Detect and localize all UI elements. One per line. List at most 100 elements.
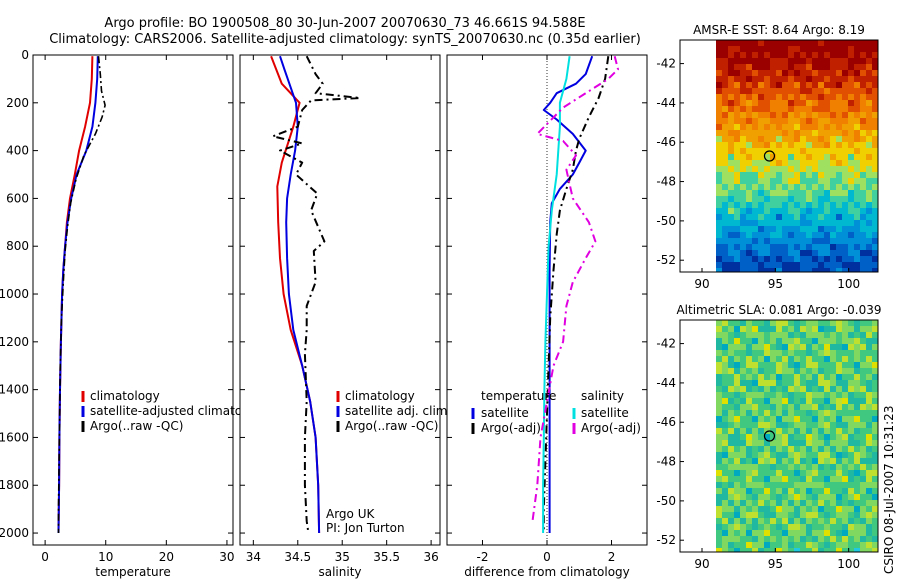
sla-cell — [746, 362, 752, 368]
sst-cell — [746, 166, 752, 172]
sst-cell — [770, 154, 776, 160]
sst-cell — [794, 94, 800, 100]
sst-cell — [824, 112, 830, 118]
sst-cell — [854, 88, 860, 94]
sla-cell — [770, 518, 776, 524]
sla-cell — [812, 422, 818, 428]
sst-cell — [836, 46, 842, 52]
sla-cell — [854, 464, 860, 470]
sst-cell — [740, 262, 746, 268]
sla-cell — [752, 386, 758, 392]
sla-cell — [860, 320, 866, 326]
sla-cell — [842, 404, 848, 410]
sla-cell — [830, 326, 836, 332]
sla-cell — [728, 338, 734, 344]
sla-cell — [842, 398, 848, 404]
sst-cell — [848, 172, 854, 178]
sst-cell — [740, 118, 746, 124]
sla-cell — [746, 530, 752, 536]
sla-cell — [716, 512, 722, 518]
sla-cell — [866, 422, 872, 428]
sst-cell — [824, 154, 830, 160]
sst-cell — [752, 88, 758, 94]
sst-cell — [722, 76, 728, 82]
sst-cell — [776, 190, 782, 196]
sla-cell — [818, 344, 824, 350]
sla-cell — [836, 542, 842, 548]
sst-cell — [818, 124, 824, 130]
sla-cell — [746, 464, 752, 470]
sla-cell — [716, 458, 722, 464]
sla-cell — [842, 410, 848, 416]
sst-cell — [854, 100, 860, 106]
sst-cell — [746, 208, 752, 214]
sla-cell — [860, 404, 866, 410]
sst-cell — [824, 52, 830, 58]
sst-cell — [746, 154, 752, 160]
sst-cell — [872, 172, 878, 178]
sst-cell — [818, 76, 824, 82]
sst-cell — [812, 106, 818, 112]
sla-cell — [824, 440, 830, 446]
sst-cell — [836, 94, 842, 100]
sla-cell — [734, 500, 740, 506]
sla-cell — [770, 368, 776, 374]
sst-cell — [740, 94, 746, 100]
sla-cell — [848, 452, 854, 458]
sst-cell — [770, 70, 776, 76]
sst-cell — [848, 112, 854, 118]
sst-cell — [848, 136, 854, 142]
sla-cell — [716, 356, 722, 362]
sla-cell — [836, 476, 842, 482]
sst-cell — [836, 76, 842, 82]
sla-cell — [842, 416, 848, 422]
difference-xtick-label-2: 2 — [608, 550, 616, 564]
sla-cell — [800, 422, 806, 428]
temperature-xtick-label-1: 10 — [98, 550, 113, 564]
sla-cell — [848, 374, 854, 380]
sst-cell — [722, 46, 728, 52]
sst-cell — [722, 82, 728, 88]
sst-cell — [722, 124, 728, 130]
sla-cell — [836, 512, 842, 518]
sla-cell — [782, 320, 788, 326]
sla-cell — [752, 428, 758, 434]
sla-cell — [770, 500, 776, 506]
sla-ytick-label-2: -46 — [656, 415, 676, 429]
sla-cell — [728, 416, 734, 422]
sst-cell — [764, 238, 770, 244]
sla-cell — [776, 386, 782, 392]
sst-cell — [758, 148, 764, 154]
sst-cell — [794, 106, 800, 112]
sla-cell — [776, 320, 782, 326]
sst-cell — [830, 106, 836, 112]
sst-cell — [740, 202, 746, 208]
sst-cell — [752, 262, 758, 268]
sla-cell — [758, 500, 764, 506]
sla-cell — [800, 404, 806, 410]
sst-cell — [776, 220, 782, 226]
sla-cell — [794, 500, 800, 506]
sst-cell — [764, 142, 770, 148]
sst-cell — [734, 184, 740, 190]
sla-cell — [848, 410, 854, 416]
sla-cell — [830, 428, 836, 434]
sst-cell — [812, 214, 818, 220]
sst-cell — [818, 214, 824, 220]
sst-cell — [776, 112, 782, 118]
sla-cell — [740, 440, 746, 446]
sla-cell — [842, 536, 848, 542]
sla-cell — [740, 422, 746, 428]
sla-cell — [812, 398, 818, 404]
sla-cell — [812, 464, 818, 470]
sla-cell — [722, 374, 728, 380]
sla-cell — [800, 482, 806, 488]
sla-cell — [848, 548, 854, 552]
sst-cell — [734, 94, 740, 100]
sst-cell — [872, 154, 878, 160]
sst-cell — [830, 196, 836, 202]
sst-cell — [860, 166, 866, 172]
sst-cell — [824, 220, 830, 226]
sst-cell — [770, 82, 776, 88]
sla-cell — [746, 494, 752, 500]
